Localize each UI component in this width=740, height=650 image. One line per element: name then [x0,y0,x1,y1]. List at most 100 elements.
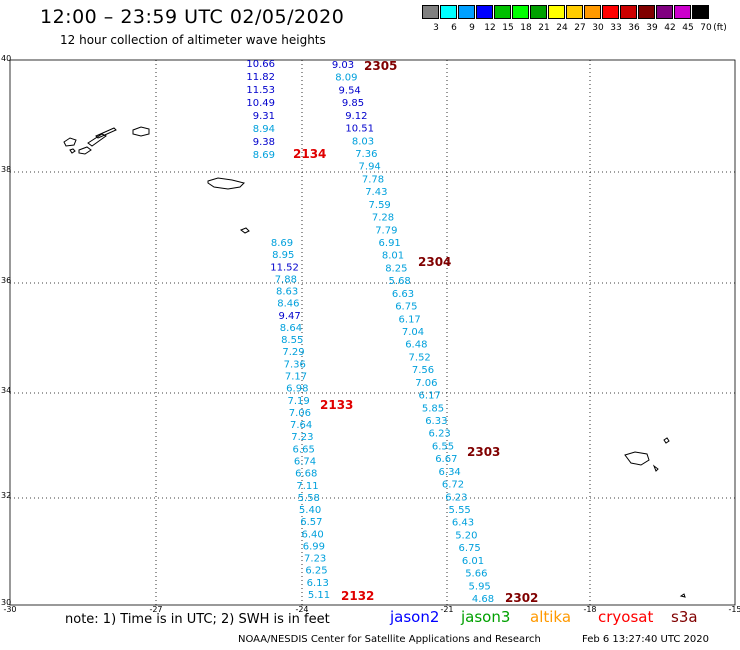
scale-label: 24 [556,23,568,33]
island-faial [78,146,92,155]
lat-label: 38 [1,165,11,174]
scale-swatch [440,5,457,19]
island-sao-miguel [239,227,250,234]
scale-label: 42 [664,23,676,33]
wave-height-value: 9.12 [345,111,367,122]
scale-swatch [638,5,655,19]
wave-height-value: 6.75 [395,302,417,313]
wave-height-value: 7.79 [375,225,397,236]
wave-height-value: 5.20 [455,530,477,541]
scale-swatch [584,5,601,19]
map-frame [9,59,736,606]
wave-height-value: 6.40 [301,529,323,540]
scale-swatch [494,5,511,19]
scale-swatch [620,5,637,19]
wave-height-value: 6.68 [295,469,317,480]
wave-height-value: 6.17 [419,391,441,402]
lat-label: 36 [1,276,11,285]
map-grid [10,60,735,605]
pass-number: 2302 [505,591,538,605]
pass-number: 2134 [293,147,326,161]
wave-height-value: 9.31 [253,111,275,122]
wave-height-value: 8.63 [276,287,298,298]
wave-height-value: 6.57 [300,517,322,528]
lon-label: -15 [728,605,740,614]
wave-height-value: 11.53 [246,85,275,96]
wave-height-value: 9.54 [339,85,361,96]
wave-height-value: 5.95 [469,581,491,592]
scale-swatch [566,5,583,19]
scale-swatch [548,5,565,19]
island-corvo [69,148,76,154]
wave-height-value: 5.68 [389,276,411,287]
wave-height-value: 7.94 [359,162,381,173]
scale-label: 70 [700,23,712,33]
wave-height-value: 7.36 [284,359,306,370]
wave-height-tracks: 10.66 11.82 11.53 10.49 9.31 8.94 9.38 8.69 9.03… [246,59,494,605]
scale-unit: (ft) [713,23,727,33]
lon-label: -30 [3,605,16,614]
wave-height-value: 6.13 [307,578,329,589]
scale-swatch [422,5,439,19]
scale-swatch [674,5,691,19]
scale-swatch [656,5,673,19]
wave-height-value: 7.56 [412,365,434,376]
island-sao-jorge [95,127,117,139]
wave-height-value: 5.58 [298,493,320,504]
wave-height-value: 8.94 [253,124,275,135]
wave-height-value: 8.09 [335,73,357,84]
wave-height-value: 7.04 [402,327,424,338]
wave-height-value: 6.75 [459,543,481,554]
pass-numbers: 2305 2134 2304 2133 2303 2132 2302 [293,59,538,605]
map-subtitle: 12 hour collection of altimeter wave hei… [60,33,326,47]
map-title: 12:00 – 23:59 UTC 02/05/2020 [40,6,345,28]
wave-height-value: 8.64 [280,323,302,334]
wave-height-value: 10.66 [246,59,275,70]
wave-height-value: 9.47 [279,311,301,322]
wave-height-value: 6.67 [435,454,457,465]
wave-height-value: 8.25 [385,263,407,274]
wave-height-value: 7.23 [304,554,326,565]
legend-s3a: s3a [671,608,698,626]
wave-height-value: 10.51 [345,124,374,135]
wave-height-value: 7.36 [355,149,377,160]
scale-swatch [602,5,619,19]
wave-height-value: 8.55 [281,335,303,346]
island-madeira [624,451,650,466]
scale-swatch [692,5,709,19]
island-graciosa [132,126,150,137]
scale-label: 9 [469,23,475,33]
lat-label: 40 [1,54,11,63]
island-terceira [207,177,245,190]
pass-number: 2303 [467,445,500,459]
pass-number: 2304 [418,255,451,269]
wave-height-value: 7.64 [290,420,312,431]
wave-height-value: 8.69 [253,150,275,161]
scale-label: 6 [451,23,457,33]
wave-height-value: 8.01 [382,251,404,262]
map-tick-labels: 40 38 36 34 32 30-30 -27 -24 -21 -18 -15 [1,54,740,614]
wave-height-value: 7.43 [365,187,387,198]
scale-label: 45 [682,23,694,33]
wave-height-value: 7.59 [369,200,391,211]
pass-number: 2305 [364,59,397,73]
wave-height-value: 6.99 [303,541,325,552]
wave-height-value: 4.68 [472,594,494,605]
wave-height-value: 6.74 [294,456,316,467]
wave-height-value: 7.11 [296,481,318,492]
generation-timestamp: Feb 6 13:27:40 UTC 2020 [582,634,709,645]
wave-height-value: 8.95 [272,250,294,261]
island-flores [63,137,77,147]
wave-height-value: 6.23 [445,492,467,503]
wave-height-value: 6.43 [452,518,474,529]
wave-height-value: 6.25 [305,566,327,577]
wave-height-value: 5.66 [465,569,487,580]
wave-height-value: 5.11 [308,590,330,601]
wave-height-value: 9.03 [332,60,354,71]
scale-label: 21 [538,23,550,33]
scale-swatch [512,5,529,19]
wave-height-value: 7.19 [287,396,309,407]
wave-height-value: 7.28 [372,213,394,224]
wave-height-value: 9.38 [253,137,275,148]
